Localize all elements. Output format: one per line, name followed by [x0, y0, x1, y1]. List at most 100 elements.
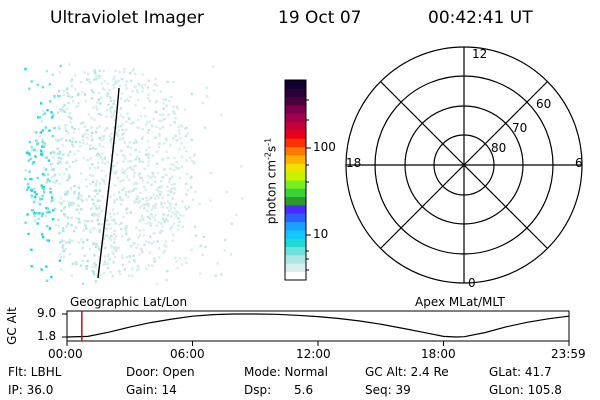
image-pixel — [65, 241, 69, 244]
image-pixel — [158, 231, 162, 234]
image-pixel — [141, 250, 144, 253]
image-pixel — [96, 101, 99, 104]
image-pixel — [61, 244, 65, 247]
image-pixel — [141, 160, 145, 164]
image-pixel — [103, 255, 107, 258]
image-pixel — [73, 191, 76, 194]
info-door: Door: Open — [126, 365, 195, 379]
image-pixel — [120, 77, 124, 81]
image-pixel — [67, 174, 70, 177]
image-pixel — [169, 144, 172, 147]
image-pixel — [184, 256, 187, 260]
image-pixel — [136, 90, 139, 94]
image-pixel — [63, 206, 66, 209]
image-pixel — [86, 136, 89, 140]
image-pixel — [71, 262, 75, 266]
image-pixel — [147, 241, 151, 244]
timeline-ticks — [66, 341, 570, 346]
image-pixel — [111, 251, 114, 254]
x-tick-label-1800: 18:00 — [421, 347, 456, 361]
image-pixel — [176, 107, 179, 110]
image-pixel — [163, 201, 167, 205]
colorbar-unit-text: photon cm — [264, 159, 279, 225]
image-pixel — [145, 267, 148, 271]
image-pixel — [106, 262, 110, 266]
image-pixel — [135, 141, 138, 144]
image-pixel — [97, 223, 101, 226]
image-pixel — [132, 188, 136, 191]
image-pixel — [62, 199, 65, 203]
image-pixel — [169, 215, 173, 218]
image-pixel — [155, 99, 158, 103]
image-pixel — [73, 229, 76, 233]
image-pixel — [158, 193, 162, 196]
image-pixel — [117, 80, 121, 83]
image-pixel — [124, 193, 127, 196]
image-pixel — [141, 179, 145, 183]
image-pixel — [111, 274, 114, 278]
image-pixel — [114, 131, 118, 135]
image-pixel — [53, 95, 56, 98]
image-pixel — [166, 270, 169, 273]
image-pixel — [155, 194, 159, 197]
image-pixel — [63, 90, 66, 93]
image-pixel — [156, 187, 159, 191]
image-pixel — [40, 120, 44, 123]
image-pixel — [52, 180, 55, 183]
image-pixel — [137, 98, 140, 102]
image-pixel — [144, 240, 148, 243]
image-pixel — [33, 212, 36, 215]
colorbar-segment — [285, 138, 306, 148]
image-pixel — [137, 83, 140, 87]
image-pixel — [201, 101, 204, 105]
image-pixel — [134, 164, 137, 167]
image-pixel — [130, 79, 133, 82]
image-pixel — [139, 206, 142, 209]
image-pixel — [91, 180, 95, 184]
image-pixel — [51, 193, 54, 196]
image-pixel — [54, 207, 57, 211]
image-pixel — [156, 282, 159, 285]
image-pixel — [93, 70, 96, 73]
image-pixel — [112, 252, 115, 256]
image-pixel — [56, 162, 60, 165]
image-pixel — [58, 150, 62, 153]
image-pixel — [97, 112, 101, 116]
image-pixel — [59, 253, 62, 256]
image-pixel — [162, 107, 165, 110]
image-pixel — [118, 223, 121, 226]
image-pixel — [137, 82, 140, 85]
image-pixel — [77, 192, 81, 195]
image-pixel — [143, 203, 146, 207]
image-pixel — [156, 240, 160, 243]
image-pixel — [57, 94, 60, 98]
colorbar-segment — [285, 196, 306, 206]
image-pixel — [108, 88, 111, 92]
image-pixel — [147, 202, 150, 206]
image-pixel — [67, 101, 70, 105]
image-pixel — [193, 153, 196, 156]
image-pixel — [81, 90, 84, 94]
image-pixel — [145, 196, 148, 199]
image-pixel — [111, 146, 114, 149]
image-pixel — [106, 234, 109, 237]
image-pixel — [173, 206, 176, 210]
image-pixel — [61, 250, 64, 253]
image-pixel — [43, 191, 46, 194]
image-pixel — [91, 138, 94, 142]
image-pixel — [110, 132, 113, 135]
image-pixel — [158, 186, 161, 189]
image-pixel — [145, 199, 149, 202]
image-pixel — [154, 180, 157, 184]
image-pixel — [159, 127, 162, 130]
image-pixel — [74, 140, 78, 144]
image-pixel — [84, 132, 88, 135]
image-pixel — [102, 180, 105, 183]
image-pixel — [125, 225, 128, 228]
image-pixel — [65, 224, 68, 227]
image-pixel — [90, 89, 94, 92]
image-pixel — [125, 232, 128, 236]
image-pixel — [93, 68, 96, 72]
image-pixel — [127, 160, 130, 163]
image-pixel — [30, 177, 33, 181]
